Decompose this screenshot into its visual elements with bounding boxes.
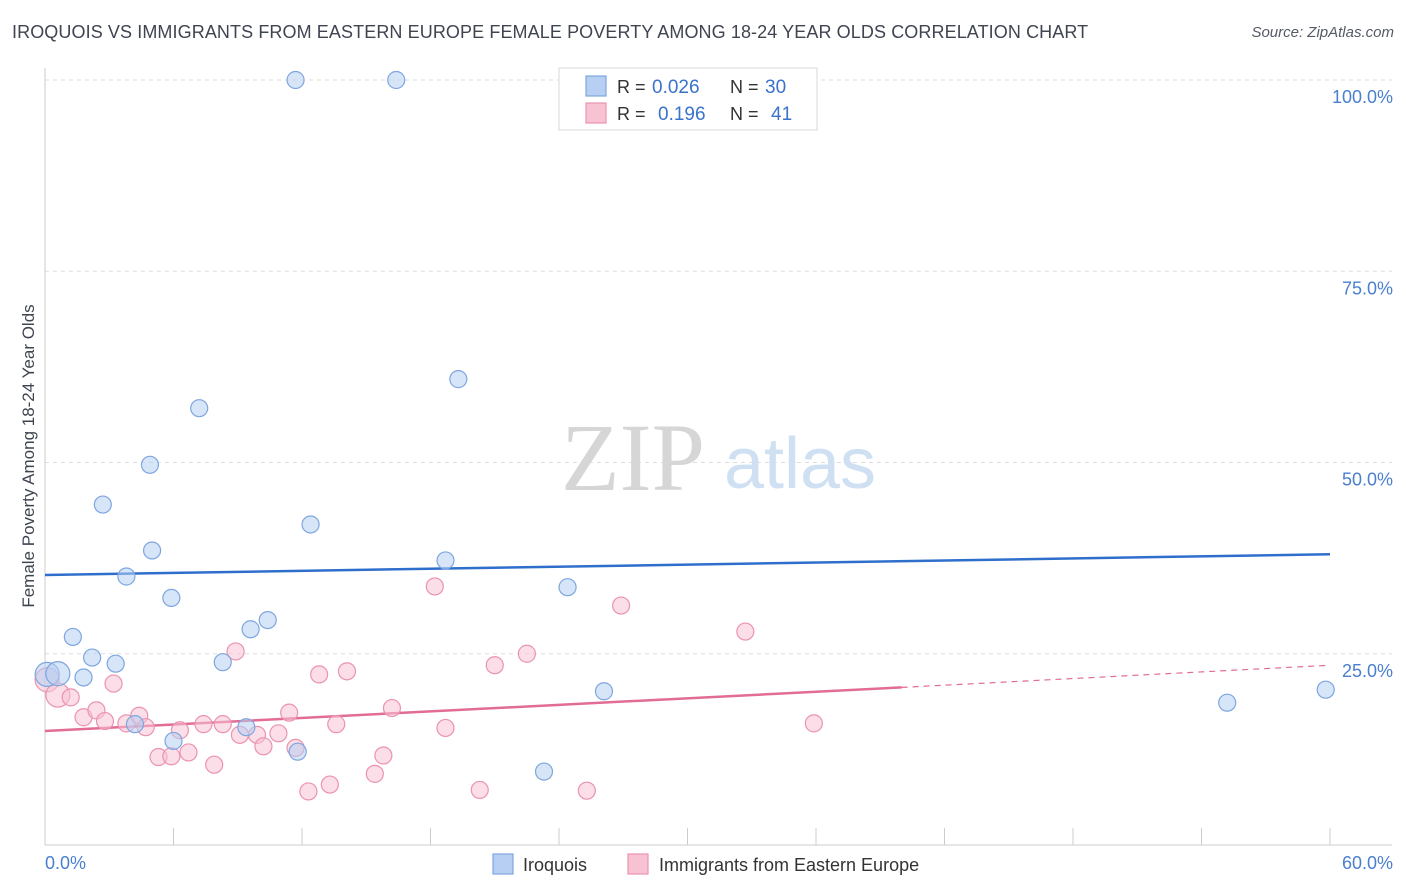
stats-legend: R = 0.026 N = 30 R = 0.196 N = 41 <box>558 67 818 131</box>
stats-n-value-iroquois: 30 <box>765 77 786 98</box>
legend-label-immigrants: Immigrants from Eastern Europe <box>659 855 919 875</box>
iroquois-point <box>1316 680 1335 699</box>
iroquois-point <box>117 567 136 586</box>
immigrants-point <box>310 665 329 684</box>
iroquois-point <box>436 551 455 570</box>
immigrants-point <box>179 743 198 762</box>
trend-line-immigrants <box>44 686 902 733</box>
iroquois-point <box>1218 693 1237 712</box>
data-points <box>34 70 1335 801</box>
immigrants-point <box>470 780 489 800</box>
immigrants-point <box>485 656 504 675</box>
iroquois-point <box>106 654 125 673</box>
iroquois-point <box>286 70 305 90</box>
stats-n-label-immigrants: N = <box>730 104 759 124</box>
axes <box>44 68 1392 846</box>
immigrants-point <box>327 715 346 734</box>
stats-swatch-immigrants <box>585 102 607 124</box>
iroquois-point <box>534 762 554 781</box>
immigrants-point <box>299 782 318 801</box>
immigrants-point <box>254 737 273 756</box>
stats-r-value-iroquois: 0.026 <box>652 77 700 98</box>
x-tick-label: 0.0% <box>45 853 86 873</box>
iroquois-point <box>164 731 183 751</box>
iroquois-point <box>258 610 277 630</box>
immigrants-point <box>365 764 384 783</box>
iroquois-point <box>237 718 256 737</box>
y-tick-labels: 25.0% 50.0% 75.0% 100.0% <box>1332 87 1393 681</box>
y-tick-label: 100.0% <box>1332 87 1393 107</box>
watermark-zip: ZIP <box>561 404 705 511</box>
immigrants-point <box>382 698 402 718</box>
immigrants-point <box>226 642 245 661</box>
iroquois-point <box>142 541 162 560</box>
immigrants-point <box>436 718 455 738</box>
immigrants-point <box>61 688 80 707</box>
immigrants-point <box>269 724 288 743</box>
stats-n-value-immigrants: 41 <box>771 104 792 125</box>
iroquois-point <box>213 653 232 672</box>
iroquois-point <box>288 742 307 761</box>
trend-lines <box>44 553 1331 733</box>
stats-n-label-iroquois: N = <box>730 77 759 97</box>
iroquois-point <box>63 627 82 647</box>
immigrants-point <box>425 577 444 596</box>
immigrants-point <box>95 711 115 731</box>
immigrants-point <box>320 775 339 794</box>
legend-label-iroquois: Iroquois <box>523 855 587 875</box>
immigrants-point <box>612 596 631 615</box>
iroquois-point <box>162 588 181 608</box>
iroquois-point <box>83 648 102 667</box>
y-tick-label: 75.0% <box>1342 278 1393 298</box>
x-tick-label: 60.0% <box>1342 853 1393 873</box>
iroquois-point <box>45 661 71 687</box>
iroquois-point <box>594 682 614 701</box>
iroquois-point <box>140 455 160 474</box>
immigrants-point <box>194 715 213 734</box>
iroquois-point <box>125 715 145 734</box>
trend-line-iroquois <box>44 553 1331 577</box>
immigrants-point <box>205 755 224 774</box>
y-axis-label: Female Poverty Among 18-24 Year Olds <box>19 304 38 607</box>
immigrants-point <box>280 703 299 722</box>
immigrants-point <box>104 674 123 693</box>
stats-r-label-iroquois: R = <box>617 77 646 97</box>
legend-swatch-iroquois <box>492 853 514 875</box>
y-tick-label: 50.0% <box>1342 470 1393 490</box>
iroquois-point <box>190 399 209 418</box>
iroquois-point <box>301 515 320 534</box>
chart-source: Source: ZipAtlas.com <box>1251 24 1394 41</box>
immigrants-point <box>577 781 596 800</box>
legend-swatch-immigrants <box>627 853 649 875</box>
immigrants-point <box>804 714 823 733</box>
immigrants-point <box>517 644 536 663</box>
chart-title: IROQUOIS VS IMMIGRANTS FROM EASTERN EURO… <box>12 22 1089 42</box>
iroquois-point <box>241 620 260 639</box>
stats-swatch-iroquois <box>585 75 607 97</box>
x-ticks <box>44 828 1331 845</box>
immigrants-point <box>374 746 393 765</box>
y-tick-label: 25.0% <box>1342 661 1393 681</box>
iroquois-point <box>449 370 468 389</box>
immigrants-point <box>736 622 755 641</box>
stats-r-value-immigrants: 0.196 <box>658 104 706 125</box>
immigrants-point <box>213 715 232 734</box>
watermark-atlas: atlas <box>724 424 876 504</box>
stats-r-label-immigrants: R = <box>617 104 646 124</box>
x-tick-labels: 0.0% 60.0% <box>45 853 1393 873</box>
iroquois-point <box>387 70 406 90</box>
iroquois-point <box>558 578 577 597</box>
iroquois-point <box>74 668 93 687</box>
immigrants-point <box>337 662 357 681</box>
series-legend: Iroquois Immigrants from Eastern Europe <box>492 853 919 875</box>
immigrants-point <box>162 747 181 766</box>
grid-lines <box>45 79 1392 655</box>
trend-line-immigrants-projection <box>901 664 1331 689</box>
iroquois-point <box>93 495 112 514</box>
